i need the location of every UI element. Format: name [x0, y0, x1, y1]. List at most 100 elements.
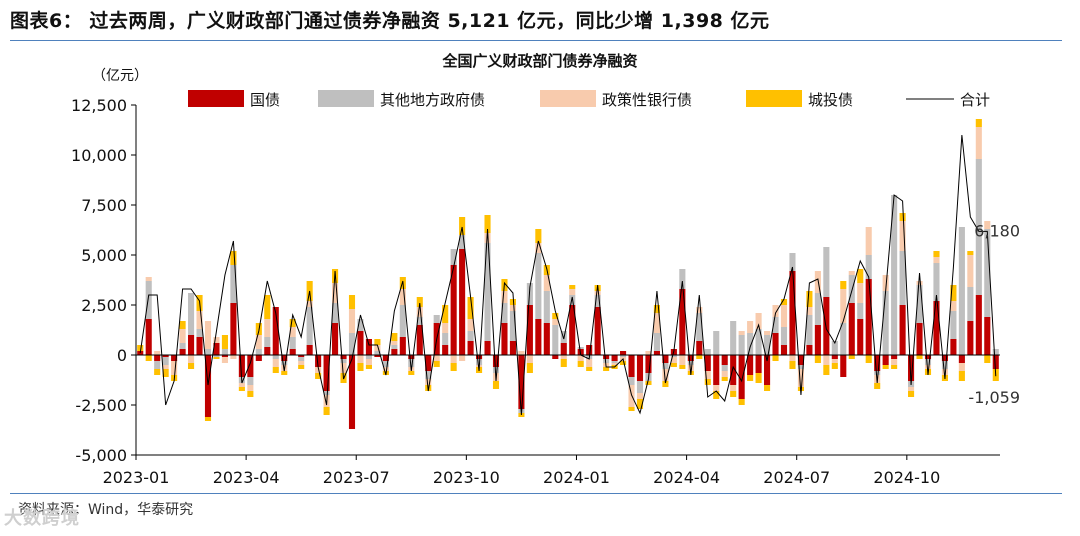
bar-series-3 [738, 399, 745, 405]
bar-series-2 [840, 289, 847, 323]
bar-series-1 [941, 361, 948, 369]
bar-series-0 [967, 321, 974, 355]
bar-series-3 [298, 365, 305, 369]
y-tick-label: 7,500 [81, 196, 127, 215]
legend-swatch [318, 90, 374, 107]
bar-series-3 [586, 367, 593, 371]
bar-series-0 [247, 355, 254, 377]
bar-series-1 [806, 315, 813, 345]
annotations: 6,180 -1,059 [968, 221, 1020, 407]
bar-series-3 [323, 407, 330, 415]
bar-series-0 [213, 343, 220, 355]
bar-series-0 [747, 355, 754, 375]
bar-series-3 [696, 355, 703, 359]
bar-series-1 [230, 265, 237, 303]
bar-series-3 [747, 375, 754, 381]
bar-series-1 [416, 317, 423, 325]
bar-series-3 [713, 391, 720, 399]
bar-series-1 [272, 355, 279, 359]
bar-series-1 [797, 365, 804, 369]
bar-series-0 [408, 355, 415, 359]
bar-series-2 [399, 289, 406, 305]
bar-series-3 [806, 291, 813, 307]
bar-series-3 [221, 335, 228, 349]
bar-series-0 [484, 341, 491, 355]
bar-series-2 [154, 351, 161, 355]
bar-series-3 [374, 339, 381, 345]
bar-series-1 [425, 371, 432, 379]
bar-series-3 [670, 363, 677, 367]
bar-series-0 [306, 345, 313, 355]
bar-series-3 [916, 355, 923, 359]
bar-series-0 [933, 301, 940, 355]
bar-series-2 [797, 369, 804, 387]
bar-series-1 [696, 313, 703, 341]
bar-series-3 [874, 383, 881, 389]
bar-series-2 [340, 363, 347, 373]
bar-series-0 [348, 355, 356, 429]
bar-series-1 [891, 195, 898, 355]
bar-series-1 [552, 325, 559, 355]
bar-series-2 [738, 331, 745, 335]
bar-series-2 [713, 385, 720, 391]
bar-series-0 [188, 335, 195, 355]
bar-series-1 [848, 275, 855, 303]
bar-series-3 [620, 361, 627, 365]
y-axis: -5,000 -2,500 0 2,500 5,000 7,500 10,000 12,500 [71, 96, 137, 465]
bar-series-2 [653, 313, 660, 333]
bar-series-2 [298, 361, 305, 365]
bar-series-0 [145, 319, 152, 355]
bar-series-0 [908, 355, 915, 381]
bar-series-1 [484, 243, 491, 341]
bar-series-3 [484, 215, 491, 233]
bar-series-2 [924, 365, 932, 369]
bar-series-2 [857, 283, 864, 303]
bar-series-2 [730, 385, 737, 391]
bar-series-2 [264, 319, 271, 337]
bar-series-1 [162, 357, 169, 365]
legend-label: 城投债 [808, 91, 853, 109]
bar-series-0 [823, 297, 830, 355]
bar-series-1 [408, 359, 415, 367]
bar-series-2 [916, 281, 923, 285]
bar-series-1 [975, 159, 982, 295]
bar-series-1 [332, 303, 339, 323]
bar-series-1 [958, 227, 965, 355]
bar-series-1 [179, 343, 186, 349]
bar-series-3 [450, 363, 457, 371]
bar-series-3 [755, 373, 762, 383]
bar-series-3 [179, 321, 186, 329]
bar-series-0 [941, 355, 948, 361]
bar-series-2 [958, 363, 965, 371]
bar-series-1 [984, 229, 991, 317]
bar-series-3 [704, 379, 711, 385]
x-tick-label: 2023-10 [433, 468, 500, 487]
bar-series-1 [340, 359, 347, 363]
bar-series-3 [264, 295, 271, 319]
bar-series-1 [679, 269, 686, 289]
bar-series-0 [179, 349, 186, 355]
bottom-rule [10, 493, 1062, 494]
bar-series-3 [492, 381, 500, 389]
bar-series-1 [713, 331, 720, 355]
bar-series-2 [306, 301, 313, 307]
bar-series-2 [196, 311, 203, 329]
bars [137, 119, 999, 429]
bar-series-3 [662, 381, 669, 387]
bar-series-1 [467, 331, 474, 341]
bar-series-1 [450, 249, 457, 265]
bar-series-0 [975, 295, 982, 355]
bar-series-0 [289, 349, 296, 355]
bar-series-1 [730, 321, 737, 355]
bar-series-1 [747, 333, 754, 355]
bar-series-1 [255, 349, 262, 355]
bar-series-2 [535, 243, 542, 253]
bar-series-3 [857, 269, 864, 283]
bar-series-2 [348, 309, 356, 333]
bar-series-0 [425, 355, 432, 371]
bar-series-3 [780, 299, 788, 305]
bar-series-2 [789, 355, 796, 361]
legend-label: 其他地方政府债 [380, 91, 485, 109]
bar-series-2 [272, 359, 279, 367]
bar-series-1 [611, 361, 618, 363]
